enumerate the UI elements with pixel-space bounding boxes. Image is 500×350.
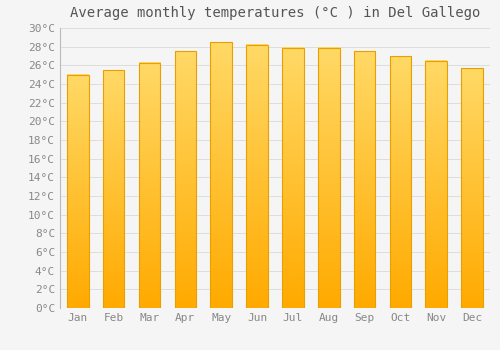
Bar: [426, 61, 447, 308]
Bar: [282, 48, 304, 308]
Bar: [390, 56, 411, 308]
Bar: [174, 51, 196, 308]
Bar: [210, 42, 232, 308]
Bar: [67, 75, 88, 308]
Bar: [246, 45, 268, 308]
Bar: [462, 68, 483, 308]
Bar: [318, 48, 340, 308]
Bar: [139, 63, 160, 308]
Bar: [103, 70, 124, 308]
Bar: [354, 51, 376, 308]
Title: Average monthly temperatures (°C ) in Del Gallego: Average monthly temperatures (°C ) in De…: [70, 6, 480, 20]
